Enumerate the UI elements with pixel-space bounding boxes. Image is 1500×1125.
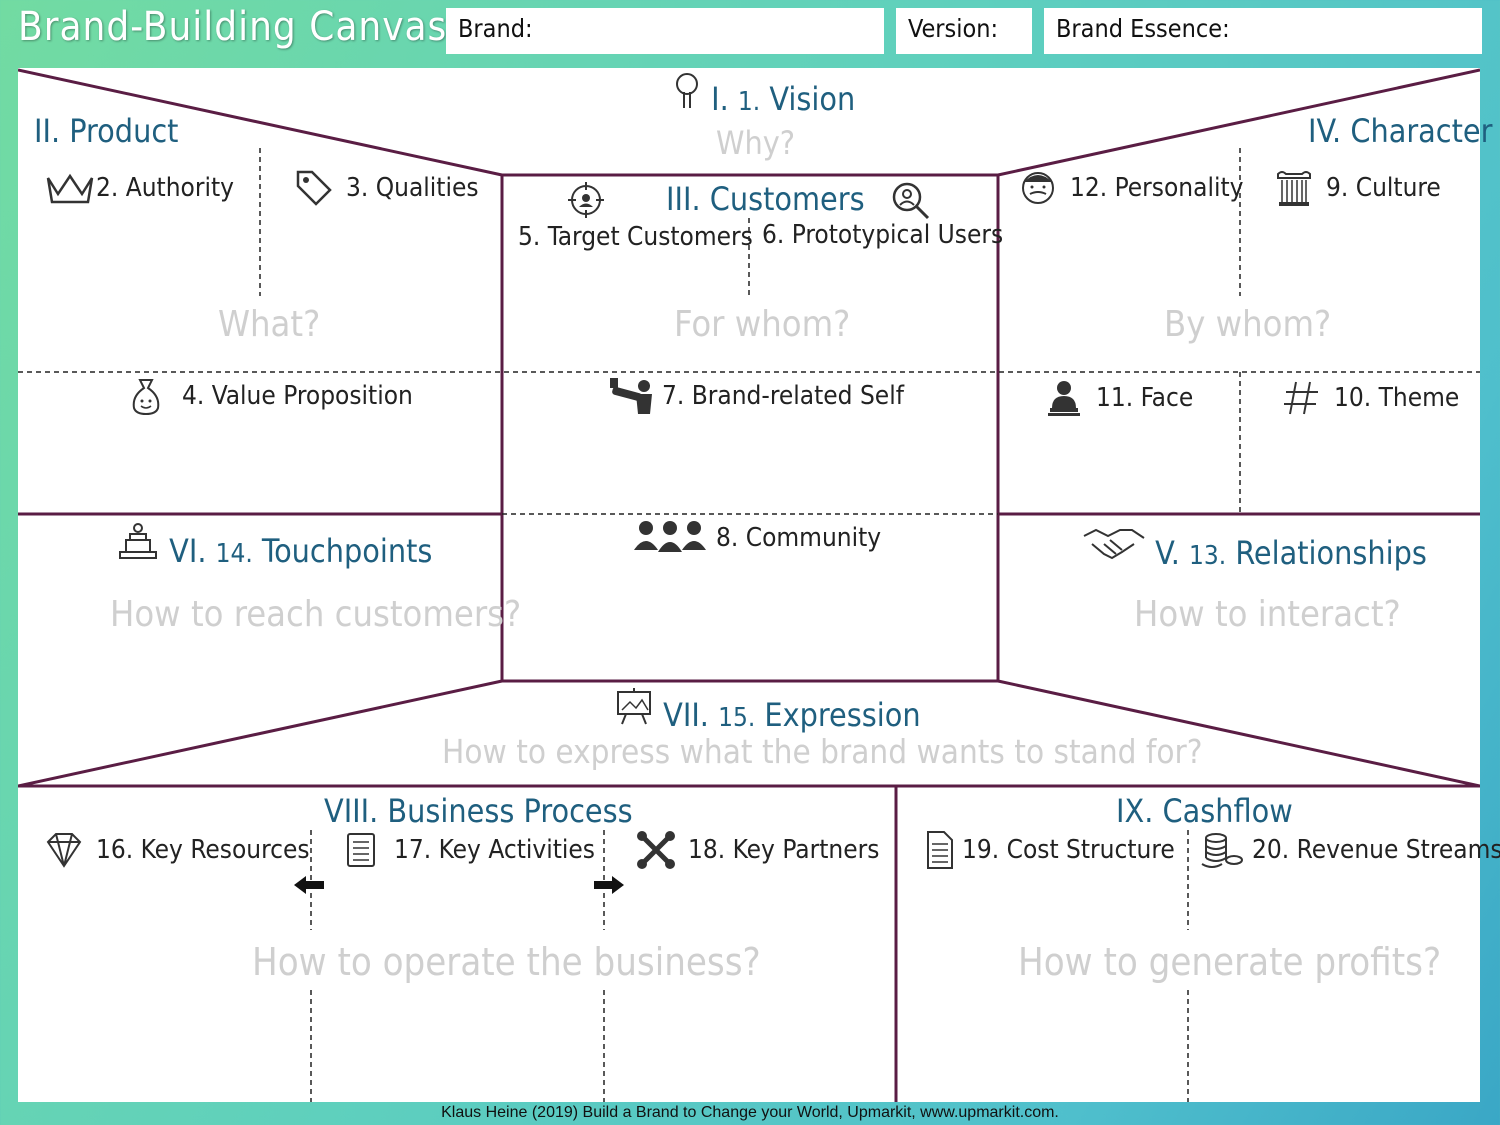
expression-heading: VII. 15. Expression: [614, 686, 921, 734]
key-partners-item[interactable]: 18. Key Partners: [636, 830, 879, 870]
arrow-right-icon: [592, 874, 626, 900]
product-question: What?: [218, 304, 321, 345]
group-icon: [632, 518, 708, 558]
relationships-question: How to interact?: [1134, 594, 1401, 635]
target-icon: [566, 180, 606, 224]
business-process-question: How to operate the business?: [252, 940, 761, 984]
authority-item[interactable]: 2. Authority: [44, 168, 234, 208]
personality-item[interactable]: 12. Personality: [1018, 168, 1243, 208]
tag-icon: [294, 168, 338, 208]
version-label: Version:: [908, 14, 999, 43]
coins-icon: [1200, 830, 1244, 870]
customers-question: For whom?: [674, 304, 851, 345]
relationships-heading: V. 13. Relationships: [1082, 524, 1427, 572]
brand-related-self-item[interactable]: 7. Brand-related Self: [610, 376, 904, 416]
canvas-board: I. 1. Vision Why? II. Product 2. Authori…: [18, 68, 1500, 1102]
culture-item[interactable]: 9. Culture: [1274, 168, 1441, 208]
touchpoints-heading: VI. 14. Touchpoints: [116, 522, 432, 570]
cost-structure-item[interactable]: 19. Cost Structure: [924, 830, 1175, 870]
brand-field[interactable]: Brand:: [446, 8, 884, 54]
vision-heading: I. 1. Vision: [672, 72, 855, 118]
brand-input[interactable]: [538, 16, 791, 44]
prototypical-users-item[interactable]: 6. Prototypical Users: [762, 220, 1004, 250]
theme-item[interactable]: 10. Theme: [1282, 378, 1459, 418]
cashflow-heading: IX. Cashflow: [1116, 792, 1293, 830]
face-icon: [1018, 168, 1062, 208]
column-icon: [1274, 168, 1318, 208]
cashflow-question: How to generate profits?: [1018, 940, 1442, 984]
canvas-title: Brand-Building Canvas: [18, 4, 448, 50]
business-process-heading: VIII. Business Process: [324, 792, 633, 830]
canvas-grid-lines: [18, 68, 1480, 1102]
product-heading: II. Product: [34, 112, 179, 150]
money-bag-icon: [130, 376, 174, 416]
crown-icon: [44, 168, 94, 208]
hashtag-icon: [1282, 378, 1326, 418]
arrow-left-icon: [292, 874, 326, 900]
key-resources-item[interactable]: 16. Key Resources: [44, 830, 310, 870]
speaker-icon: [1044, 378, 1088, 418]
clipboard-icon: [342, 830, 386, 870]
easel-icon: [614, 688, 654, 734]
podium-icon: [116, 523, 160, 570]
document-icon: [924, 830, 954, 870]
diamond-icon: [44, 830, 88, 870]
handshake-icon: [1082, 528, 1146, 572]
character-heading: IV. Character: [1308, 112, 1493, 150]
touchpoints-question: How to reach customers?: [110, 594, 522, 635]
expression-question: How to express what the brand wants to s…: [442, 732, 1203, 771]
version-field[interactable]: Version:: [896, 8, 1032, 54]
value-proposition-item[interactable]: 4. Value Proposition: [130, 376, 413, 416]
vision-question: Why?: [716, 124, 796, 162]
brand-essence-field[interactable]: Brand Essence:: [1044, 8, 1482, 73]
customers-heading: III. Customers: [666, 180, 865, 218]
revenue-streams-item[interactable]: 20. Revenue Streams: [1200, 830, 1500, 870]
face-item[interactable]: 11. Face: [1044, 378, 1193, 418]
citation-footer: Klaus Heine (2019) Build a Brand to Chan…: [441, 1104, 1059, 1121]
target-customers-item[interactable]: 5. Target Customers: [518, 222, 753, 252]
tools-icon: [636, 830, 680, 870]
magnifier-user-icon: [890, 180, 932, 226]
character-question: By whom?: [1164, 304, 1332, 345]
qualities-item[interactable]: 3. Qualities: [294, 168, 479, 208]
selfie-icon: [610, 376, 654, 416]
brand-label: Brand:: [458, 14, 533, 43]
tree-icon: [672, 73, 702, 118]
community-item[interactable]: 8. Community: [632, 518, 881, 558]
brand-essence-label: Brand Essence:: [1056, 14, 1230, 43]
key-activities-item[interactable]: 17. Key Activities: [342, 830, 595, 870]
